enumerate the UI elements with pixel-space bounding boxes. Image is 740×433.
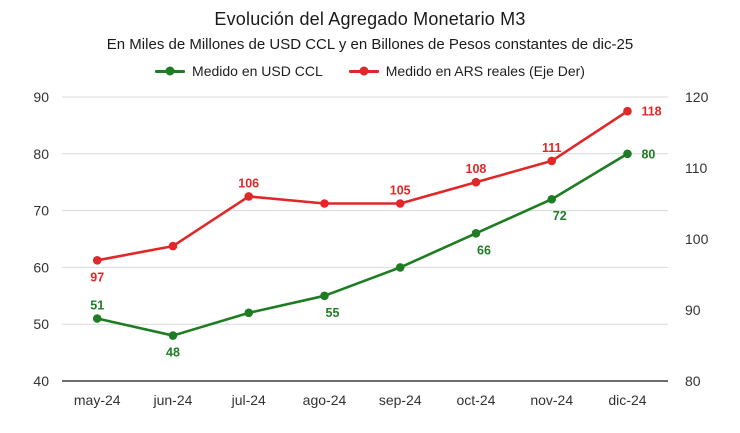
data-point: [168, 331, 178, 340]
data-point: [547, 156, 557, 166]
data-point: [320, 199, 329, 208]
data-point: [471, 177, 481, 187]
category-label: nov-24: [530, 392, 573, 408]
category-label: may-24: [74, 392, 121, 408]
data-point: [92, 255, 102, 265]
data-point-label: 118: [641, 105, 661, 119]
category-label: jul-24: [231, 392, 266, 408]
category-label: dic-24: [608, 392, 646, 408]
data-point-label: 111: [542, 141, 562, 155]
data-point-label: 97: [90, 270, 104, 284]
left-axis-tick: 80: [33, 146, 49, 162]
legend-dot-green-icon: [165, 66, 175, 76]
left-axis-tick: 50: [33, 316, 49, 332]
right-axis-tick: 100: [685, 231, 709, 247]
legend-marker-green-icon: [155, 66, 186, 76]
data-point-label: 108: [466, 162, 487, 176]
data-point: [244, 192, 254, 201]
chart-legend: Medido en USD CCL Medido en ARS reales (…: [0, 63, 740, 79]
data-point: [471, 229, 481, 238]
left-axis-tick: 40: [33, 373, 49, 389]
series-line-1: [95, 109, 629, 262]
data-point: [623, 149, 632, 159]
left-axis-tick: 70: [33, 203, 49, 219]
left-axis-tick: 60: [33, 259, 49, 275]
legend-label-usd-ccl: Medido en USD CCL: [192, 63, 323, 79]
data-point-label: 72: [553, 209, 567, 223]
data-point: [320, 291, 329, 301]
right-axis-tick: 90: [685, 302, 701, 318]
data-point-label: 105: [390, 184, 411, 198]
chart-title: Evolución del Agregado Monetario M3: [214, 9, 526, 29]
series-line-0: [95, 152, 629, 337]
data-point-label: 48: [166, 346, 180, 360]
data-point: [168, 241, 178, 251]
chart-subtitle: En Miles de Millones de USD CCL y en Bil…: [106, 36, 634, 53]
data-point-label: 55: [326, 306, 340, 320]
category-label: jun-24: [153, 392, 193, 408]
data-point: [395, 263, 405, 272]
legend-label-ars-reales: Medido en ARS reales (Eje Der): [385, 63, 585, 79]
data-point: [92, 314, 102, 323]
right-axis-tick: 120: [685, 89, 709, 105]
data-point-label: 106: [238, 176, 259, 190]
data-point-label: 80: [641, 147, 655, 161]
category-label: sep-24: [379, 392, 422, 408]
legend-marker-red-icon: [348, 66, 379, 76]
data-point: [623, 106, 632, 116]
legend-dot-red-icon: [359, 66, 369, 76]
data-point: [547, 194, 557, 204]
category-label: oct-24: [457, 392, 496, 408]
data-point: [244, 308, 254, 318]
left-axis-tick: 90: [33, 89, 49, 105]
legend-item-ars-reales: Medido en ARS reales (Eje Der): [348, 63, 585, 79]
category-label: ago-24: [303, 392, 347, 408]
right-axis-tick: 80: [685, 373, 701, 389]
data-point-label: 66: [477, 243, 491, 257]
data-point: [395, 199, 405, 208]
legend-item-usd-ccl: Medido en USD CCL: [155, 63, 323, 79]
right-axis-tick: 110: [685, 160, 708, 176]
data-point-label: 51: [90, 299, 104, 313]
